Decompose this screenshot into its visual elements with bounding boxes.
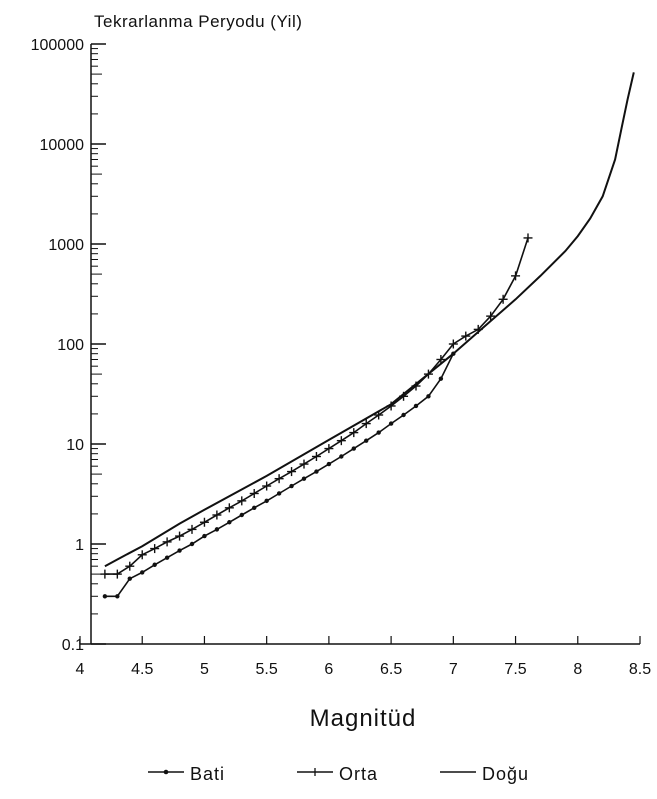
series-line-2: [104, 237, 529, 575]
data-point: [212, 510, 222, 520]
data-point: [187, 524, 197, 534]
data-point: [252, 505, 257, 511]
data-point: [349, 428, 359, 438]
data-point: [523, 233, 533, 243]
data-point: [364, 438, 369, 443]
series-layer: [100, 72, 635, 599]
data-point: [214, 527, 220, 532]
data-point: [498, 294, 508, 304]
chart-title: Tekrarlanma Peryodu (Yil): [94, 12, 302, 31]
data-point: [314, 469, 319, 474]
data-point: [199, 517, 209, 527]
data-point: [152, 562, 157, 567]
x-tick-label: 4: [76, 661, 85, 678]
data-point: [237, 496, 247, 506]
x-tick-label: 6.5: [380, 661, 402, 678]
data-point: [336, 436, 346, 446]
data-point: [150, 544, 160, 554]
data-point: [486, 311, 496, 321]
data-point: [511, 271, 521, 281]
y-tick-label: 10: [66, 437, 84, 454]
data-point: [438, 376, 444, 381]
y-tick-label: 100: [57, 337, 84, 354]
data-point: [127, 576, 132, 581]
y-axis: 0.1 1 10 100 1000 10000 100000: [31, 37, 106, 654]
data-point: [301, 476, 307, 481]
data-point: [351, 446, 356, 451]
legend: Bati Orta Doğu: [148, 764, 529, 784]
data-point: [175, 531, 185, 541]
data-point: [164, 555, 170, 560]
data-point: [264, 498, 269, 504]
legend-marker: [163, 769, 169, 775]
legend-label-1: Bati: [190, 764, 225, 784]
data-point: [276, 491, 282, 496]
x-tick-label: 6: [324, 661, 333, 678]
data-point: [299, 459, 309, 469]
data-point: [112, 569, 122, 579]
data-point: [324, 444, 334, 454]
data-point: [413, 403, 419, 409]
y-tick-label: 10000: [40, 137, 85, 154]
y-tick-label: 1: [75, 537, 84, 554]
data-point: [376, 430, 381, 435]
data-point: [177, 548, 182, 553]
data-point: [287, 467, 297, 477]
data-point: [125, 561, 135, 571]
x-tick-label: 5.5: [256, 661, 278, 678]
data-point: [326, 461, 332, 467]
data-point: [461, 331, 471, 341]
data-point: [311, 451, 321, 461]
series-line-3: [104, 72, 635, 568]
data-point: [274, 474, 284, 484]
data-point: [137, 550, 147, 560]
data-point: [401, 412, 406, 418]
data-point: [115, 594, 120, 599]
data-point: [426, 394, 431, 399]
data-point: [162, 537, 172, 547]
data-point: [239, 512, 244, 518]
data-point: [361, 419, 371, 429]
data-point: [249, 488, 259, 498]
data-point: [289, 483, 294, 489]
x-tick-label: 7.5: [504, 661, 526, 678]
legend-label-2: Orta: [339, 764, 378, 784]
x-tick-label: 8: [573, 661, 582, 678]
data-point: [448, 339, 458, 349]
x-tick-label: 7: [449, 661, 458, 678]
x-tick-label: 8.5: [629, 661, 651, 678]
data-point: [100, 569, 110, 579]
x-tick-label: 4.5: [131, 661, 153, 678]
x-tick-label: 5: [200, 661, 209, 678]
data-point: [224, 503, 234, 513]
data-point: [388, 421, 394, 426]
data-point: [102, 594, 108, 599]
data-point: [339, 454, 344, 459]
data-point: [202, 533, 207, 539]
x-axis-label: Magnitüd: [310, 705, 417, 732]
data-point: [262, 481, 272, 491]
data-point: [227, 520, 232, 525]
x-axis: 4 4.5 5 5.5 6 6.5 7 7.5 8 8.5: [76, 636, 651, 678]
legend-label-3: Doğu: [482, 764, 529, 784]
data-point: [140, 570, 145, 575]
y-tick-label: 0.1: [62, 637, 84, 654]
y-tick-label: 100000: [31, 37, 84, 54]
data-point: [189, 541, 195, 547]
y-tick-label: 1000: [48, 237, 84, 254]
